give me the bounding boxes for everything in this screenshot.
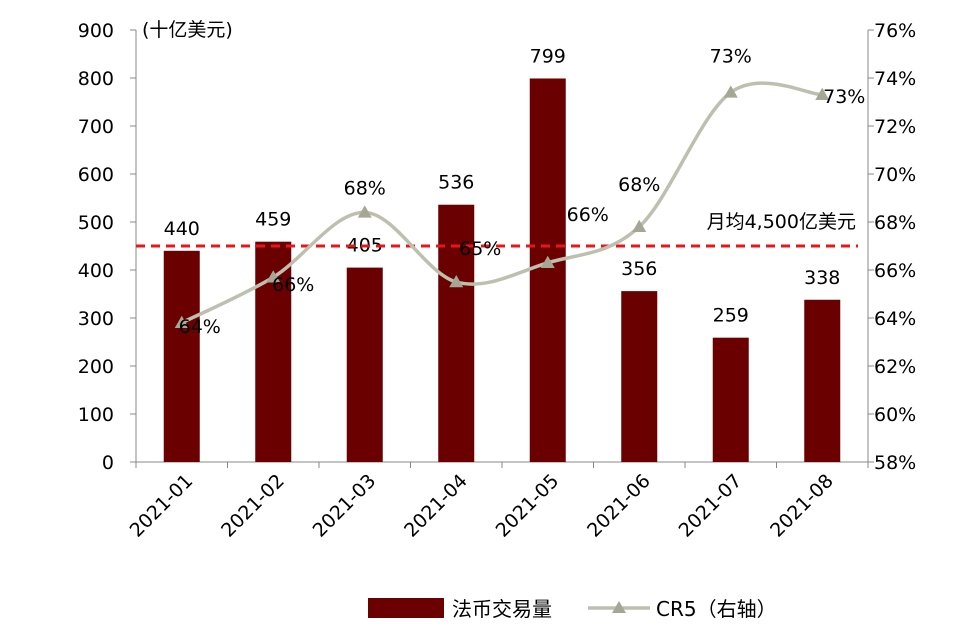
- bar-data-label: 259: [713, 305, 749, 327]
- right-tick-label: 62%: [874, 356, 916, 378]
- x-tick-label: 2021-07: [675, 470, 747, 542]
- left-tick-label: 300: [78, 308, 114, 330]
- line-point-marker: [540, 255, 555, 269]
- right-tick-label: 70%: [874, 164, 916, 186]
- line-point-marker: [174, 315, 189, 329]
- x-tick-label: 2021-03: [309, 470, 381, 542]
- right-tick-label: 64%: [874, 308, 916, 330]
- x-axis: 2021-01 2021-02 2021-03 2021-04 2021-05 2021-…: [126, 461, 869, 542]
- line-data-label: 65%: [459, 238, 501, 260]
- bar-data-label: 799: [530, 45, 566, 67]
- line-point-marker: [357, 205, 372, 218]
- bar: [163, 250, 200, 462]
- line-point-marker: [815, 87, 830, 101]
- x-tick-label: 2021-02: [217, 470, 289, 542]
- bar: [804, 299, 841, 462]
- legend-swatch-bar: [368, 598, 444, 618]
- bar-data-label: 459: [255, 209, 291, 231]
- line-point-marker: [449, 275, 464, 288]
- bar: [346, 267, 383, 462]
- right-y-axis: 58% 60% 62% 64% 66% 68% 70% 72% 74% 76%: [867, 20, 916, 474]
- legend: 法币交易量 CR5（右轴）: [368, 597, 777, 621]
- right-tick-label: 72%: [874, 116, 916, 138]
- line-data-label: 68%: [344, 177, 386, 199]
- right-tick-label: 76%: [874, 20, 916, 42]
- reference-line-label: 月均4,500亿美元: [707, 211, 856, 233]
- bar: [529, 78, 566, 462]
- reference-line-group: 月均4,500亿美元: [136, 211, 858, 248]
- x-tick-label: 2021-01: [126, 470, 198, 542]
- line-data-label: 73%: [710, 45, 752, 67]
- bar: [438, 204, 475, 462]
- line-point-marker: [266, 270, 281, 283]
- x-tick-label: 2021-04: [400, 470, 472, 542]
- left-y-axis: 0 100 200 300 400 500 600 700 800 900: [78, 20, 137, 474]
- left-tick-label: 500: [78, 212, 114, 234]
- right-tick-label: 58%: [874, 452, 916, 474]
- left-tick-label: 200: [78, 356, 114, 378]
- left-tick-label: 600: [78, 164, 114, 186]
- x-tick-label: 2021-05: [492, 470, 564, 542]
- left-tick-label: 100: [78, 404, 114, 426]
- cr5-line: [180, 81, 823, 325]
- line-data-label: 68%: [618, 174, 660, 196]
- left-axis-unit-label: (十亿美元): [142, 19, 233, 41]
- x-tick-label: 2021-08: [766, 470, 838, 542]
- line-data-label: 64%: [179, 316, 221, 338]
- line-data-label: 73%: [823, 86, 865, 108]
- line-data-label: 66%: [567, 204, 609, 226]
- right-tick-label: 74%: [874, 68, 916, 90]
- line-point-marker: [723, 85, 738, 98]
- x-tick-label: 2021-06: [583, 470, 655, 542]
- line-series: 64% 66% 68% 65% 66% 68% 73% 73%: [174, 45, 865, 338]
- bar: [712, 337, 749, 462]
- bar-data-label: 356: [621, 258, 657, 280]
- bar-data-label: 536: [438, 172, 474, 194]
- legend-label-bar: 法币交易量: [452, 597, 552, 621]
- bar-data-label: 440: [164, 218, 200, 240]
- line-point-marker: [632, 219, 647, 233]
- left-tick-label: 400: [78, 260, 114, 282]
- right-tick-label: 68%: [874, 212, 916, 234]
- left-tick-label: 800: [78, 68, 114, 90]
- right-tick-label: 66%: [874, 260, 916, 282]
- bar: [621, 291, 658, 462]
- left-tick-label: 700: [78, 116, 114, 138]
- left-tick-label: 0: [102, 452, 114, 474]
- right-tick-label: 60%: [874, 404, 916, 426]
- line-data-label: 66%: [272, 274, 314, 296]
- left-tick-label: 900: [78, 20, 114, 42]
- bar-data-label: 338: [804, 267, 840, 289]
- legend-label-line: CR5（右轴）: [656, 597, 777, 621]
- legend-marker-triangle: [612, 601, 626, 613]
